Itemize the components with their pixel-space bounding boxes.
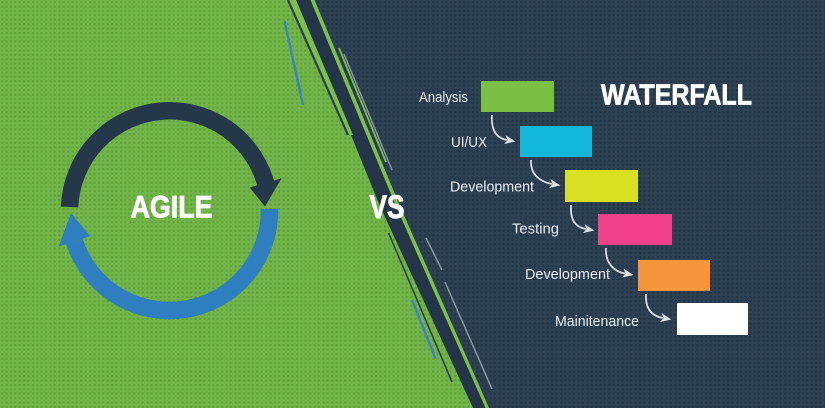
svg-text:Development: Development — [525, 266, 611, 283]
svg-text:Development: Development — [450, 179, 535, 196]
svg-text:Testing: Testing — [512, 220, 559, 237]
svg-text:UI/UX: UI/UX — [451, 134, 487, 151]
svg-text:Analysis: Analysis — [419, 89, 468, 106]
svg-text:VS: VS — [370, 189, 405, 225]
svg-text:AGILE: AGILE — [131, 189, 213, 225]
svg-text:Mainitenance: Mainitenance — [555, 313, 639, 330]
svg-text:WATERFALL: WATERFALL — [601, 80, 752, 112]
